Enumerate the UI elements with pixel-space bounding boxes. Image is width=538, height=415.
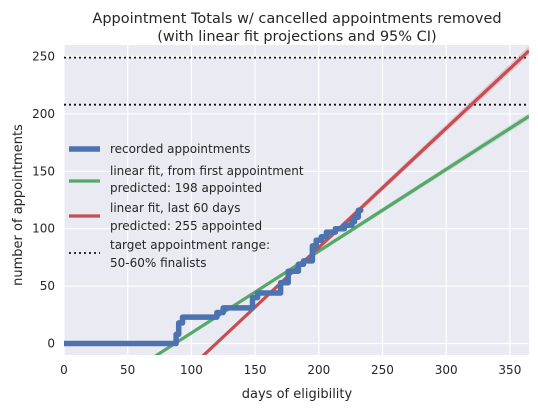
fit-first-series: [154, 114, 529, 355]
tick-labels: 0 50 100 150 200 250 300 350 0 50 100 150 200 250: [32, 49, 521, 377]
y-tick-label: 250: [32, 49, 55, 63]
chart-title-line-1: Appointment Totals w/ cancelled appointm…: [92, 11, 501, 27]
x-axis-label: days of eligibility: [242, 387, 353, 402]
recorded-series: [64, 207, 364, 347]
legend-label-detail: predicted: 198 appointed: [110, 181, 262, 195]
y-tick-label: 0: [47, 337, 55, 351]
legend-label: recorded appointments: [110, 142, 250, 156]
plot-area: [64, 45, 529, 355]
y-tick-label: 100: [32, 222, 55, 236]
fit-last60-series-ci-band: [202, 46, 529, 355]
grid-lines: [63, 45, 529, 355]
y-tick-label: 50: [40, 279, 55, 293]
x-tick-label: 150: [244, 363, 267, 377]
x-tick-label: 0: [60, 363, 68, 377]
legend-label-detail: 50-60% finalists: [110, 256, 206, 270]
y-tick-label: 150: [32, 164, 55, 178]
legend-label: linear fit, last 60 days: [110, 201, 241, 215]
y-tick-label: 200: [32, 107, 55, 121]
x-tick-label: 200: [307, 363, 330, 377]
x-tick-label: 100: [180, 363, 203, 377]
chart-title-line-2: (with linear fit projections and 95% CI): [157, 29, 436, 45]
x-tick-label: 350: [498, 363, 521, 377]
legend-label-detail: predicted: 255 appointed: [110, 219, 262, 233]
legend-label: target appointment range:: [110, 238, 270, 252]
legend: recorded appointments linear fit, from fi…: [69, 142, 304, 270]
x-tick-label: 250: [371, 363, 394, 377]
y-axis-label: number of appointments: [11, 124, 26, 286]
x-tick-label: 300: [435, 363, 458, 377]
legend-label: linear fit, from first appointment: [110, 164, 304, 178]
x-tick-label: 50: [120, 363, 135, 377]
series-layer: [64, 46, 529, 355]
